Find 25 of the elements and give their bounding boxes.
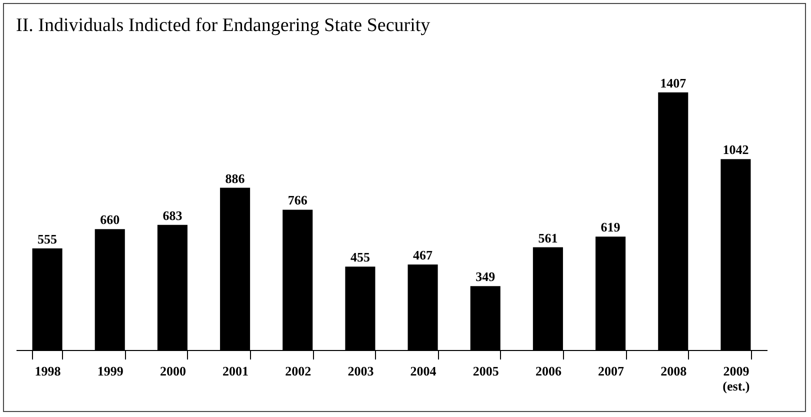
- x-tick-label: 1998: [34, 364, 62, 378]
- data-label: 886: [225, 170, 246, 186]
- x-tick-label: 2001: [222, 364, 249, 378]
- chart-title: II. Individuals Indicted for Endangering State Security: [16, 15, 431, 36]
- x-tick-label: 2003: [348, 364, 374, 378]
- x-tick-label: 2007: [598, 364, 625, 378]
- data-label: 766: [288, 192, 308, 208]
- x-tick-label: 2008: [660, 364, 688, 378]
- data-label: 1042: [722, 142, 749, 158]
- x-tick-label: 2006: [535, 364, 562, 378]
- data-label: 1407: [660, 75, 687, 90]
- x-tick-label: 2002: [285, 364, 312, 378]
- data-label: 561: [538, 230, 558, 246]
- data-label: 467: [413, 247, 434, 262]
- data-label: 660: [100, 212, 120, 228]
- data-label: 349: [476, 269, 496, 284]
- data-label: 555: [38, 231, 58, 246]
- x-tick-label: 2004: [410, 364, 437, 378]
- data-label: 683: [162, 208, 183, 223]
- data-label: 455: [350, 250, 370, 265]
- x-tick-label: 1999: [97, 364, 124, 378]
- x-tick-label: 2009 (est.): [722, 364, 750, 394]
- data-label: 619: [600, 220, 621, 235]
- x-tick-label: 2000: [160, 364, 186, 378]
- x-tick-label: 2005: [472, 364, 500, 378]
